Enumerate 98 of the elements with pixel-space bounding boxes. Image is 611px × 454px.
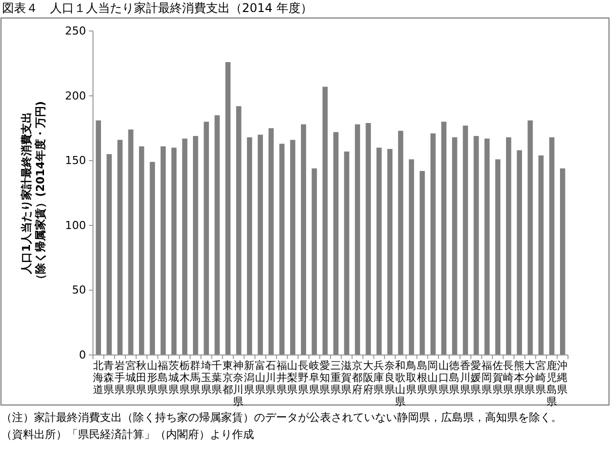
x-tick-label: 徳島県	[449, 360, 460, 396]
bar	[192, 136, 198, 355]
x-tick-label: 埼玉県	[200, 360, 212, 396]
bar	[300, 124, 306, 355]
bar	[506, 137, 512, 355]
x-tick-label: 岡山県	[428, 360, 439, 396]
x-tick-label: 茨城県	[167, 359, 180, 396]
x-tick-label: 熊本県	[514, 359, 525, 396]
x-tick-label: 福井県	[276, 359, 288, 396]
x-tick-label: 三重県	[330, 360, 342, 396]
bar	[128, 129, 134, 355]
x-tick-label: 兵庫県	[374, 359, 385, 396]
x-tick-label: 東京都	[222, 359, 234, 396]
bar	[366, 123, 371, 355]
bar	[290, 140, 296, 355]
x-tick-label: 愛媛県	[470, 359, 482, 396]
bar	[560, 168, 566, 355]
x-tick-label: 青森県	[104, 359, 115, 396]
text: （注）家計最終消費支出（除く持ち家の帰属家賃）のデータが公表されていない静岡県，広島県，高知県を除く。	[1, 411, 562, 424]
bar	[408, 159, 414, 355]
x-tick-label: 神奈川県	[233, 359, 244, 408]
x-tick-label: 和歌山県	[395, 359, 406, 408]
bar	[387, 148, 392, 355]
bar	[279, 144, 285, 355]
x-tick-label: 石川県	[266, 360, 277, 396]
bar	[258, 134, 263, 355]
x-tick-label: 千葉県	[212, 359, 223, 396]
bar	[376, 148, 382, 355]
x-tick-label: 岐阜県	[308, 359, 320, 396]
bar	[528, 120, 533, 355]
bar	[333, 132, 338, 355]
x-tick-label: 栃木県	[179, 360, 190, 396]
bar	[138, 146, 144, 355]
x-tick-label: 福島県	[158, 359, 169, 396]
bar	[150, 162, 155, 355]
bar	[430, 133, 436, 355]
x-tick-label: 奈良県	[384, 360, 396, 396]
x-tick-label: 愛知県	[320, 359, 331, 396]
bar	[96, 120, 101, 355]
bar	[420, 170, 425, 355]
bar	[452, 137, 458, 355]
x-tick-label: 福岡県	[482, 359, 493, 396]
x-tick-label: 長崎県	[503, 360, 514, 396]
y-tick-label: 100	[65, 218, 86, 232]
bar	[160, 146, 166, 355]
bar	[441, 122, 446, 355]
x-tick-label: 富山県	[254, 359, 266, 396]
bar	[312, 168, 317, 355]
bar	[474, 136, 479, 355]
bar	[398, 130, 404, 355]
x-tick-label: 北海道	[92, 359, 104, 396]
bar	[484, 138, 490, 355]
y-tick-label: 50	[72, 284, 86, 297]
bar	[117, 140, 123, 355]
x-tick-label: 宮崎県	[536, 359, 547, 396]
x-tick-label: 島根県	[416, 359, 428, 396]
bar	[182, 138, 188, 355]
x-tick-label: 大阪府	[362, 359, 374, 396]
x-tick-label: 大分県	[524, 359, 536, 396]
x-tick-label: 滋賀県	[341, 360, 352, 396]
x-tick-label: 秋田県	[136, 360, 148, 396]
x-tick-label: 香川県	[460, 359, 471, 396]
x-tick-label: 鹿児島県	[546, 359, 558, 408]
bar	[462, 126, 468, 355]
y-tick-label: 150	[65, 154, 86, 168]
bar	[549, 137, 554, 355]
bar	[516, 150, 522, 355]
text: （資料出所）「県民経済計算」（内閣府）より作成	[1, 428, 254, 441]
x-tick-label: 新潟県	[244, 359, 256, 396]
bar	[225, 62, 231, 355]
bar	[538, 155, 544, 355]
x-tick-label: 岩手県	[114, 359, 126, 396]
bar	[246, 137, 252, 355]
bar	[322, 86, 328, 355]
x-tick-label: 山形県	[146, 359, 158, 396]
chart-title: 図表４ 人口１人当たり家計最終消費支出（2014 年度）	[2, 1, 312, 15]
bar	[268, 128, 274, 355]
y-tick-label: 0	[79, 348, 86, 362]
y-tick-label: 200	[65, 89, 86, 102]
y-tick-label: 250	[65, 24, 86, 38]
x-tick-label: 宮城県	[124, 359, 136, 396]
bar	[495, 159, 500, 355]
x-tick-label: 群馬県	[189, 360, 202, 396]
x-tick-label: 沖縄県	[556, 359, 568, 396]
x-tick-label: 長野県	[298, 360, 310, 396]
bar	[214, 115, 220, 355]
x-tick-label: 佐賀県	[492, 360, 504, 396]
bar	[204, 122, 209, 355]
x-tick-label: 山口県	[438, 359, 450, 396]
x-tick-label: 山梨県	[287, 359, 298, 396]
bar	[106, 154, 112, 355]
y-axis-title: 人口1人当たり家計最終消費支出（除く帰属家賃）(2014年度・万円)	[20, 101, 47, 285]
bar	[236, 106, 242, 355]
x-tick-label: 鳥取県	[404, 360, 417, 396]
bar	[171, 148, 177, 355]
bar	[354, 124, 360, 355]
x-tick-label: 京都府	[352, 359, 363, 396]
bar	[344, 152, 350, 355]
